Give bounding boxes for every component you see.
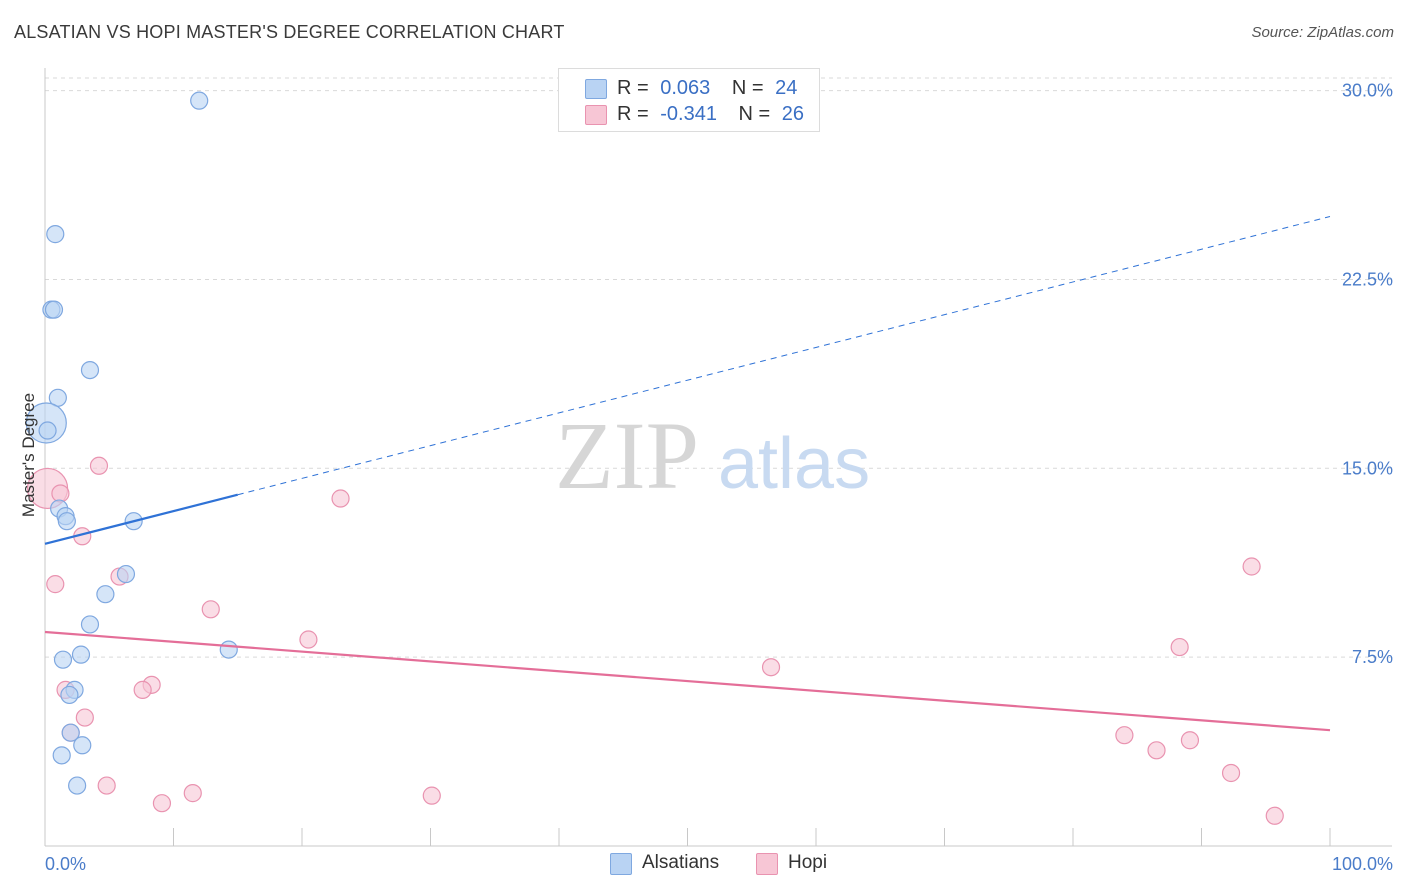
alsatian-point	[52, 746, 71, 765]
alsatian-point	[116, 564, 136, 584]
alsatian-point	[73, 736, 92, 755]
alsatian-point	[46, 225, 65, 244]
correlation-legend: R = 0.063 N = 24 R = -0.341 N = 26	[558, 68, 820, 132]
hopi-point	[1265, 806, 1284, 825]
source-label: Source: ZipAtlas.com	[1251, 24, 1394, 41]
axes	[44, 68, 1392, 847]
hopi-point	[46, 575, 65, 594]
alsatian-point	[80, 360, 100, 380]
hopi-point	[761, 658, 781, 677]
hopi-label: Hopi	[788, 852, 828, 873]
watermark-atlas: atlas	[718, 424, 870, 504]
hopi-points	[26, 456, 1284, 825]
legend-r-value: 0.063	[660, 77, 711, 99]
alsatian-point	[60, 685, 79, 705]
alsatian-point	[53, 650, 73, 669]
hopi-point	[89, 456, 109, 475]
alsatian-point	[44, 300, 64, 319]
legend-r-value: -0.341	[660, 103, 717, 125]
alsatian-point	[219, 640, 238, 659]
legend-r-label: R =	[617, 103, 649, 125]
alsatian-point	[96, 585, 115, 604]
alsatian-point	[61, 723, 80, 742]
watermark: ZIP atlas	[555, 402, 870, 509]
alsatian-point	[190, 91, 209, 110]
hopi-point	[75, 708, 94, 727]
hopi-point	[133, 680, 152, 699]
hopi-point	[422, 786, 441, 805]
hopi-point	[1221, 763, 1241, 783]
hopi-trend-line	[44, 630, 1331, 732]
hopi-swatch	[585, 105, 607, 125]
alsatians-label: Alsatians	[642, 852, 720, 873]
hopi-point	[1115, 726, 1134, 745]
alsatian-point	[80, 615, 100, 634]
hopi-point	[152, 794, 172, 813]
y-tick-label: 22.5%	[1342, 269, 1393, 289]
y-tick-label: 15.0%	[1342, 458, 1393, 478]
hopi-point	[97, 776, 116, 795]
legend-n-label: N =	[731, 77, 764, 99]
hopi-point	[1180, 731, 1200, 750]
alsatian-point	[71, 645, 91, 664]
chart-title: ALSATIAN VS HOPI MASTER'S DEGREE CORRELA…	[14, 22, 565, 42]
watermark-zip: ZIP	[555, 402, 699, 509]
alsatians-swatch	[610, 853, 632, 875]
tick-labels: 7.5% 15.0% 22.5% 30.0% 0.0% 100.0%	[45, 81, 1393, 874]
legend-n-value: 26	[781, 103, 805, 125]
grid-lines	[45, 77, 1392, 658]
x-tick-label: 100.0%	[1332, 854, 1393, 874]
alsatian-point	[68, 776, 87, 795]
alsatian-point	[38, 421, 57, 440]
alsatians-swatch	[585, 79, 607, 99]
hopi-point	[51, 484, 70, 503]
hopi-point	[331, 489, 350, 508]
hopi-point	[299, 630, 318, 649]
hopi-point	[201, 600, 220, 619]
alsatian-point	[57, 512, 76, 531]
alsatians-trend-line	[44, 493, 239, 545]
x-tick-label: 0.0%	[45, 854, 86, 874]
legend-r-label: R =	[617, 77, 649, 99]
hopi-point	[1170, 637, 1189, 657]
legend-n-value: 24	[775, 77, 798, 99]
legend-n-label: N =	[738, 103, 771, 125]
alsatian-points	[25, 91, 238, 795]
trend-lines	[44, 216, 1331, 732]
y-axis-label: Master's Degree	[19, 393, 38, 517]
y-tick-label: 30.0%	[1342, 81, 1393, 101]
hopi-point	[183, 784, 202, 803]
hopi-point	[1242, 557, 1261, 576]
hopi-point	[1147, 741, 1166, 760]
y-tick-label: 7.5%	[1352, 647, 1393, 667]
alsatians-trend-extension	[237, 216, 1331, 496]
hopi-swatch	[756, 853, 778, 875]
